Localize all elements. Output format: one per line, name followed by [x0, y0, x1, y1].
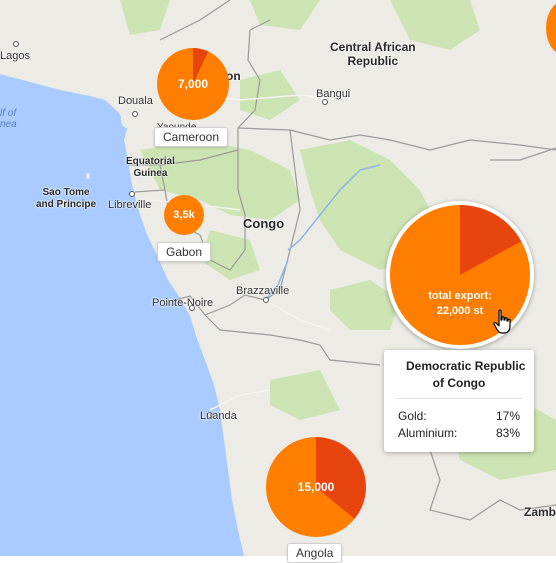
label-cameroon-partial: on — [226, 69, 241, 83]
tooltip-row-name: Gold: — [398, 409, 427, 423]
marker-angola-value: 15,000 — [297, 480, 335, 494]
marker-offscreen[interactable] — [546, 0, 556, 56]
tag-gabon[interactable]: Gabon — [157, 242, 212, 262]
tooltip-row-aluminium: Aluminium: 83% — [384, 425, 534, 442]
label-brazzaville: Brazzaville — [236, 285, 290, 297]
label-congo: Congo — [243, 216, 285, 231]
tag-angola[interactable]: Angola — [287, 543, 343, 563]
tooltip-row-value: 17% — [495, 409, 520, 423]
tooltip-title: Democratic Republic of Congo — [396, 350, 525, 399]
marker-angola[interactable]: 15,000 — [266, 437, 366, 537]
tooltip-row-gold: Gold: 17% — [384, 408, 534, 425]
hand-cursor-icon — [493, 309, 511, 334]
tooltip-row-name: Aluminium: — [398, 426, 458, 440]
marker-drc-label-line1: total export: — [428, 290, 492, 302]
label-douala: Douala — [118, 95, 153, 107]
marker-cameroon-value: 7,000 — [177, 77, 209, 91]
marker-drc-label-line2: 22,000 st — [436, 305, 484, 317]
label-bangui: Bangui — [316, 88, 351, 100]
label-gulf: lf of nea — [0, 108, 17, 130]
marker-gabon-value: 3,5k — [173, 209, 195, 221]
label-luanda: Luanda — [200, 410, 237, 422]
label-zambia: Zamb — [524, 505, 556, 519]
atlantic-ocean — [0, 74, 244, 556]
label-libreville: Libreville — [108, 199, 152, 211]
label-pointe-noire: Pointe-Noire — [152, 297, 214, 309]
tooltip-row-value: 83% — [495, 426, 520, 440]
tooltip-drc: Democratic Republic of Congo Gold: 17% A… — [384, 350, 534, 452]
label-lagos: Lagos — [0, 50, 30, 62]
label-central-african-republic: Central African Republic — [330, 40, 416, 68]
label-equatorial-guinea: Equatorial Guinea — [126, 156, 175, 179]
marker-gabon[interactable]: 3,5k — [164, 195, 204, 235]
tag-cameroon[interactable]: Cameroon — [154, 127, 229, 147]
marker-cameroon[interactable]: 7,000 — [157, 48, 229, 120]
label-sao-tome: Sao Tome and Principe — [36, 187, 97, 210]
marker-drc-label: total export: 22,000 st — [390, 289, 530, 319]
